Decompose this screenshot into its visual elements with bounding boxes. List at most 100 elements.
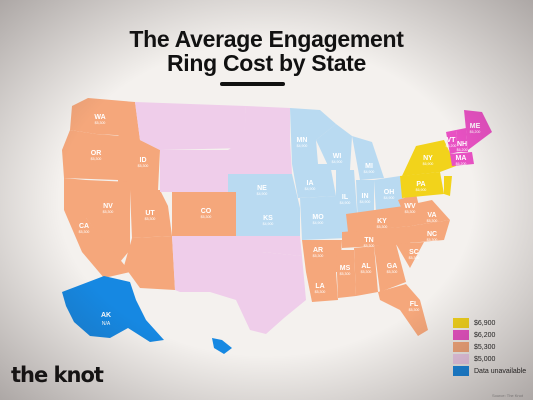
value-MN: $4,900 (297, 144, 308, 148)
label-PA: PA (416, 181, 425, 188)
state-PA (400, 172, 444, 198)
state-ND (244, 106, 290, 140)
state-TN (342, 226, 412, 248)
value-IN: $4,900 (360, 200, 371, 204)
value-NH: $6,200 (457, 148, 468, 152)
state-ME (464, 110, 492, 150)
label-AR: AR (313, 247, 323, 254)
state-HI (212, 338, 232, 354)
label-IL: IL (342, 194, 349, 201)
state-NE (228, 174, 300, 208)
label-OH: OH (384, 189, 395, 196)
value-WA: $5,300 (95, 121, 106, 125)
title-divider (220, 82, 285, 86)
label-NE: NE (257, 185, 267, 192)
state-AL (354, 246, 378, 296)
label-ME: ME (470, 123, 481, 130)
state-MI (352, 136, 384, 180)
legend-swatch (453, 342, 469, 352)
value-LA: $5,300 (315, 290, 326, 294)
label-MI: MI (365, 163, 373, 170)
value-NE: $4,900 (257, 192, 268, 196)
label-WV: WV (404, 203, 416, 210)
label-NV: NV (103, 203, 113, 210)
label-NC: NC (427, 231, 437, 238)
legend-item: $5,000 (453, 353, 533, 365)
legend: $6,900 $6,200 $5,300 $5,000 Data unavail… (453, 317, 533, 377)
value-WI: $4,900 (332, 160, 343, 164)
state-GA (374, 244, 406, 292)
value-IL: $4,900 (340, 201, 351, 205)
label-MS: MS (340, 265, 351, 272)
label-FL: FL (410, 301, 419, 308)
state-VT (446, 130, 458, 154)
label-VT: VT (447, 137, 457, 144)
label-LA: LA (315, 283, 324, 290)
state-MO (300, 196, 346, 240)
state-UT (130, 190, 172, 238)
label-UT: UT (145, 210, 155, 217)
state-MS (336, 250, 356, 298)
value-GA: $5,300 (387, 270, 398, 274)
value-AL: $5,300 (361, 270, 372, 274)
state-KY (346, 206, 412, 232)
value-MI: $4,900 (364, 170, 375, 174)
legend-swatch (453, 354, 469, 364)
value-AK: N/A (102, 321, 111, 327)
value-MO: $4,900 (313, 221, 324, 225)
value-CA: $5,300 (79, 230, 90, 234)
label-WI: WI (333, 153, 342, 160)
value-KS: $4,900 (263, 222, 274, 226)
state-NM (172, 236, 230, 292)
value-PA: $6,900 (416, 188, 427, 192)
state-TX (210, 236, 306, 334)
label-WA: WA (94, 114, 105, 121)
label-ID: ID (140, 157, 147, 164)
state-MT (135, 102, 246, 150)
value-MA: $6,200 (456, 162, 467, 166)
state-WI (316, 124, 352, 170)
value-OR: $5,300 (91, 157, 102, 161)
value-UT: $5,300 (145, 217, 156, 221)
value-MS: $5,300 (340, 272, 351, 276)
label-MA: MA (456, 155, 467, 162)
value-WV: $5,300 (405, 210, 416, 214)
label-OR: OR (91, 150, 102, 157)
state-OK (236, 236, 302, 256)
label-CO: CO (201, 208, 212, 215)
legend-label: $5,300 (474, 343, 496, 351)
label-TN: TN (364, 237, 373, 244)
value-CO: $5,300 (201, 215, 212, 219)
legend-label: $5,000 (474, 355, 496, 363)
label-MO: MO (312, 214, 324, 221)
label-NY: NY (423, 155, 433, 162)
title-line-2: Ring Cost by State (166, 50, 367, 76)
value-TN: $5,300 (364, 244, 375, 248)
state-NC (396, 220, 450, 244)
state-LA (306, 272, 338, 302)
label-SC: SC (409, 249, 419, 256)
legend-swatch (453, 366, 469, 376)
legend-item: $6,900 (453, 317, 533, 329)
state-CO (172, 192, 236, 236)
state-OH (374, 176, 404, 212)
label-CA: CA (79, 223, 89, 230)
legend-item: $5,300 (453, 341, 533, 353)
label-MN: MN (297, 137, 308, 144)
label-IN: IN (362, 193, 369, 200)
legend-label: $6,900 (474, 319, 496, 327)
label-AK: AK (101, 312, 111, 319)
state-NH (456, 128, 468, 152)
legend-item: $6,200 (453, 329, 533, 341)
value-ID: $5,300 (138, 164, 149, 168)
legend-item: Data unavailable (453, 365, 533, 377)
state-CA (64, 178, 130, 278)
label-VA: VA (427, 212, 436, 219)
legend-label: $6,200 (474, 331, 496, 339)
state-FL (378, 284, 428, 336)
label-KY: KY (377, 218, 387, 225)
state-AZ (124, 236, 175, 290)
value-VA: $5,300 (427, 219, 438, 223)
state-NJ (444, 176, 452, 196)
